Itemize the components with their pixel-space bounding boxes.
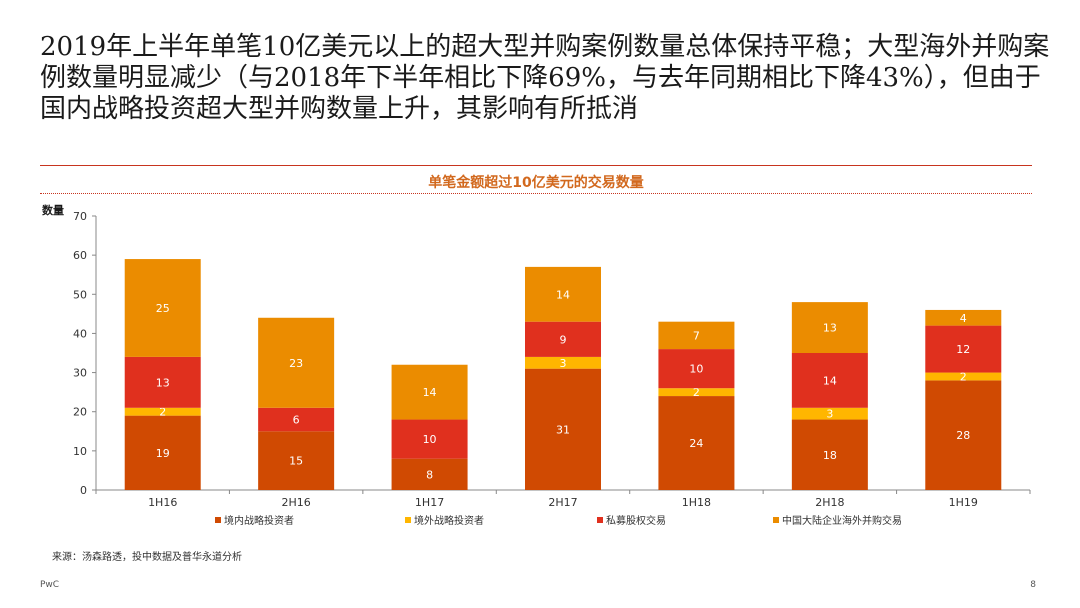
bar-segment bbox=[124, 407, 201, 416]
y-tick-label: 20 bbox=[73, 406, 87, 419]
bar-segment bbox=[925, 380, 1002, 490]
source-note: 来源：汤森路透，投中数据及普华永道分析 bbox=[52, 552, 242, 563]
x-tick-label: 1H16 bbox=[148, 496, 177, 509]
bar-segment bbox=[658, 321, 735, 350]
legend-swatch bbox=[405, 517, 411, 523]
bar-segment bbox=[791, 302, 868, 353]
y-axis-label: 数量 bbox=[42, 203, 64, 217]
data-label: 18 bbox=[823, 449, 837, 462]
x-tick-label: 1H19 bbox=[949, 496, 978, 509]
bar-segment bbox=[525, 266, 601, 322]
data-label: 10 bbox=[423, 433, 437, 446]
data-label: 31 bbox=[556, 423, 570, 436]
bar-segment bbox=[391, 458, 468, 490]
data-label: 15 bbox=[289, 455, 303, 468]
bar-segment bbox=[791, 353, 868, 408]
bar-segment bbox=[658, 396, 735, 490]
bar-segment bbox=[658, 388, 735, 397]
legend-label: 私募股权交易 bbox=[606, 514, 666, 527]
bar-segment bbox=[258, 317, 335, 408]
bar-segment bbox=[525, 321, 601, 357]
legend-label: 境内战略投资者 bbox=[224, 514, 294, 527]
legend-swatch bbox=[597, 517, 603, 523]
y-tick-label: 60 bbox=[73, 249, 87, 262]
data-label: 9 bbox=[560, 333, 567, 346]
bar-segment bbox=[791, 407, 868, 420]
data-label: 13 bbox=[823, 322, 837, 335]
bar-segment bbox=[925, 325, 1002, 373]
data-label: 28 bbox=[956, 429, 970, 442]
data-label: 4 bbox=[960, 312, 967, 325]
bar-segment bbox=[925, 372, 1002, 381]
data-label: 3 bbox=[560, 357, 567, 370]
data-label: 7 bbox=[693, 329, 700, 342]
y-tick-label: 0 bbox=[80, 484, 87, 497]
x-tick-label: 2H18 bbox=[815, 496, 844, 509]
data-label: 10 bbox=[689, 363, 703, 376]
footer-brand: PwC bbox=[40, 580, 60, 590]
title-dotted-rule bbox=[40, 193, 1032, 194]
title-rule bbox=[40, 165, 1032, 166]
data-label: 14 bbox=[823, 374, 837, 387]
data-label: 23 bbox=[289, 357, 303, 370]
bar-segment bbox=[124, 415, 201, 490]
legend-swatch bbox=[773, 517, 779, 523]
data-label: 14 bbox=[556, 288, 570, 301]
x-tick-label: 2H16 bbox=[282, 496, 311, 509]
x-tick-label: 2H17 bbox=[548, 496, 577, 509]
bar-segment bbox=[124, 356, 201, 408]
y-tick-label: 70 bbox=[73, 210, 87, 223]
data-label: 25 bbox=[156, 302, 170, 315]
headline: 2019年上半年单笔10亿美元以上的超大型并购案例数量总体保持平稳；大型海外并购… bbox=[40, 32, 1050, 124]
legend-swatch bbox=[215, 517, 221, 523]
data-label: 8 bbox=[426, 468, 433, 481]
data-label: 2 bbox=[159, 406, 166, 419]
bar-segment bbox=[258, 431, 335, 490]
legend-label: 中国大陆企业海外并购交易 bbox=[782, 514, 902, 527]
data-label: 3 bbox=[826, 408, 833, 421]
x-tick-label: 1H17 bbox=[415, 496, 444, 509]
data-label: 2 bbox=[960, 370, 967, 383]
bar-segment bbox=[124, 259, 201, 357]
stacked-bar-chart: 数量0102030405060701H1619213252H16156231H1… bbox=[42, 203, 1031, 527]
y-tick-label: 40 bbox=[73, 327, 87, 340]
data-label: 12 bbox=[956, 343, 970, 356]
chart-title: 单笔金额超过10亿美元的交易数量 bbox=[428, 175, 644, 191]
bar-segment bbox=[391, 419, 468, 459]
bar-segment bbox=[791, 419, 868, 490]
x-tick-label: 1H18 bbox=[682, 496, 711, 509]
y-tick-label: 50 bbox=[73, 288, 87, 301]
bar-segment bbox=[525, 356, 601, 369]
page-number: 8 bbox=[1030, 580, 1036, 590]
y-tick-label: 10 bbox=[73, 445, 87, 458]
data-label: 6 bbox=[293, 414, 300, 427]
bar-segment bbox=[925, 309, 1002, 326]
legend-label: 境外战略投资者 bbox=[414, 514, 484, 527]
data-label: 14 bbox=[423, 386, 437, 399]
bar-segment bbox=[658, 349, 735, 389]
data-label: 2 bbox=[693, 386, 700, 399]
data-label: 13 bbox=[156, 376, 170, 389]
bar-segment bbox=[391, 364, 468, 420]
data-label: 24 bbox=[689, 437, 703, 450]
y-tick-label: 30 bbox=[73, 367, 87, 380]
data-label: 19 bbox=[156, 447, 170, 460]
bar-segment bbox=[525, 368, 601, 490]
bar-segment bbox=[258, 407, 335, 432]
